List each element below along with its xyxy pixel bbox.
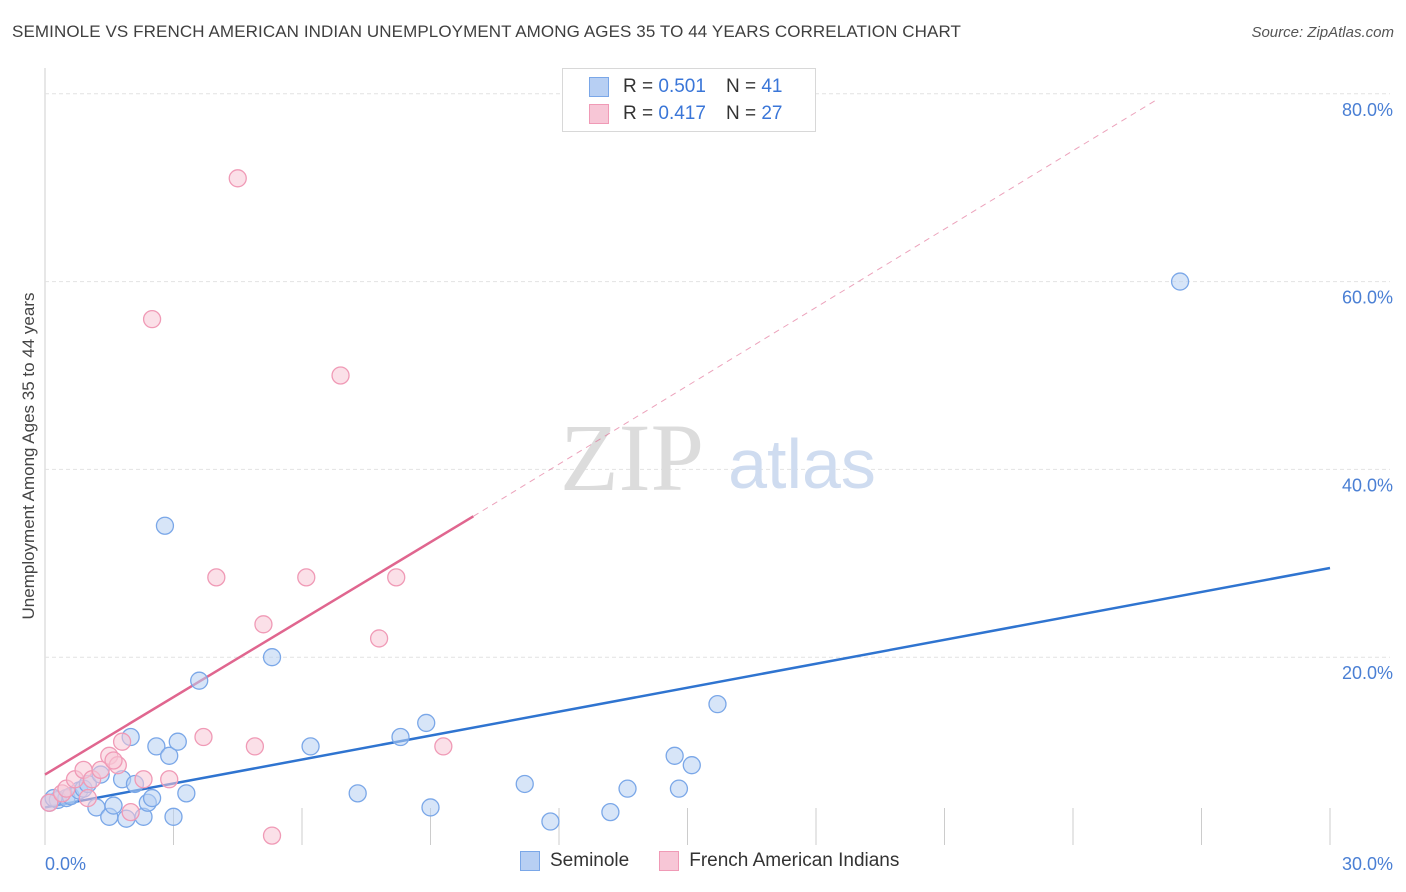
grid-lines: [44, 68, 1390, 845]
data-point-seminole: [665, 746, 684, 765]
data-points: [40, 169, 1190, 845]
data-point-seminole: [682, 756, 701, 775]
legend-item-french: French American Indians: [659, 850, 899, 872]
data-point-french: [387, 568, 406, 587]
watermark-zip: ZIP: [560, 404, 704, 511]
data-point-french: [194, 727, 213, 747]
data-point-french: [228, 169, 247, 188]
data-point-seminole: [177, 784, 196, 803]
r-label: R =: [623, 76, 654, 97]
n-label: N =: [725, 76, 757, 97]
data-point-seminole: [391, 727, 410, 747]
y-tick-label: 60.0%: [1342, 288, 1393, 308]
y-axis-label: Unemployment Among Ages 35 to 44 years: [19, 293, 38, 620]
data-point-seminole: [147, 737, 166, 756]
data-point-seminole: [421, 798, 440, 817]
data-point-seminole: [262, 648, 282, 667]
data-point-seminole: [160, 746, 179, 765]
data-point-french: [160, 770, 179, 789]
trend-lines: [44, 98, 1331, 809]
data-point-seminole: [190, 671, 209, 690]
stats-legend: R = 0.501 N = 41 R = 0.417 N = 27: [562, 68, 816, 132]
data-point-french: [369, 629, 389, 648]
series-legend: Seminole French American Indians: [520, 850, 929, 872]
data-point-french: [331, 366, 350, 385]
data-point-seminole: [515, 774, 534, 794]
data-point-french: [245, 737, 265, 756]
data-point-seminole: [618, 779, 637, 798]
data-point-seminole: [164, 807, 183, 826]
x-tick-labels: 0.0% 30.0%: [45, 854, 1393, 874]
data-point-french: [104, 751, 123, 770]
data-point-seminole: [541, 812, 560, 831]
legend-label: French American Indians: [689, 850, 900, 871]
data-point-seminole: [348, 784, 367, 803]
data-point-seminole: [601, 802, 620, 822]
legend-label: Seminole: [550, 850, 630, 871]
data-point-french: [207, 568, 226, 587]
watermark-atlas: atlas: [728, 425, 876, 503]
legend-row-seminole: R = 0.501 N = 41: [589, 75, 782, 99]
source-credit: Source: ZipAtlas.com: [1251, 24, 1394, 41]
data-point-seminole: [155, 516, 175, 535]
data-point-french: [297, 568, 316, 587]
legend-item-seminole: Seminole: [520, 850, 629, 872]
data-point-french: [142, 309, 162, 329]
n-value: 41: [761, 76, 783, 97]
data-point-french: [78, 788, 97, 808]
data-point-french: [112, 732, 132, 751]
watermark: ZIP atlas: [560, 404, 876, 511]
data-point-french: [121, 802, 140, 822]
y-tick-label: 20.0%: [1342, 663, 1393, 683]
legend-row-french: R = 0.417 N = 27: [589, 102, 782, 126]
data-point-seminole: [417, 713, 436, 733]
data-point-french: [262, 826, 282, 845]
data-point-seminole: [142, 788, 162, 808]
x-tick-label: 0.0%: [45, 854, 86, 874]
data-point-french: [91, 760, 110, 780]
chart-title: SEMINOLE VS FRENCH AMERICAN INDIAN UNEMP…: [12, 22, 962, 41]
data-point-french: [40, 793, 59, 812]
n-value: 27: [761, 103, 783, 124]
data-point-seminole: [708, 694, 727, 714]
y-tick-labels: 80.0% 60.0% 40.0% 20.0%: [1342, 100, 1393, 683]
x-tick-label: 30.0%: [1342, 854, 1393, 874]
r-value: 0.501: [658, 76, 706, 97]
trend-line-extension-1: [473, 98, 1159, 517]
n-label: N =: [725, 103, 757, 124]
data-point-seminole: [669, 779, 689, 798]
data-point-french: [434, 737, 453, 756]
trend-line-1: [44, 515, 474, 776]
data-point-seminole: [168, 732, 187, 751]
french-swatch: [659, 851, 680, 871]
trend-line-0: [44, 566, 1331, 809]
data-point-seminole: [1170, 272, 1190, 291]
r-value: 0.417: [658, 103, 706, 124]
data-point-french: [254, 615, 273, 634]
data-point-french: [134, 770, 153, 789]
data-point-seminole: [104, 796, 123, 815]
y-tick-label: 80.0%: [1342, 100, 1393, 120]
french-swatch: [589, 104, 609, 124]
seminole-swatch: [589, 77, 609, 97]
y-tick-label: 40.0%: [1342, 475, 1393, 495]
data-point-seminole: [301, 737, 320, 756]
seminole-swatch: [520, 851, 540, 871]
r-label: R =: [623, 103, 654, 124]
